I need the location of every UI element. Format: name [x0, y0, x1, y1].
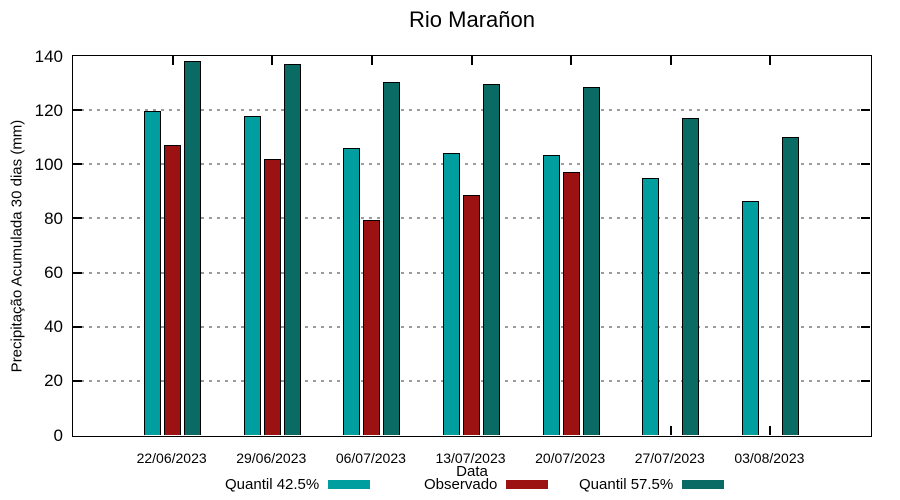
bar: [542, 154, 560, 435]
bar: [184, 61, 202, 435]
legend-label-observado: Observado: [424, 476, 498, 493]
y-tick-label: 80: [44, 208, 63, 228]
legend-swatch-quantil-42-5: [328, 480, 371, 489]
bar: [642, 177, 660, 435]
legend-item-quantil-57-5: Quantil 57.5%: [579, 476, 725, 493]
gridline: [73, 109, 871, 112]
y-tick-label: 120: [34, 100, 63, 120]
y-tick-mark-left: [73, 163, 82, 166]
legend-label-quantil-57-5: Quantil 57.5%: [579, 476, 674, 493]
bar: [562, 172, 580, 435]
gridline: [73, 163, 871, 166]
x-tick-mark-bottom: [769, 426, 772, 435]
y-tick-label: 40: [44, 317, 63, 337]
chart-title: Rio Marañon: [409, 7, 535, 32]
legend-item-quantil-42-5: Quantil 42.5%: [225, 476, 371, 493]
y-tick-mark-left: [73, 271, 82, 274]
y-tick-mark-right: [861, 217, 870, 220]
y-tick-mark-left: [73, 379, 82, 382]
bar: [383, 81, 401, 435]
x-tick-mark-top: [570, 56, 573, 65]
y-tick-mark-right: [861, 109, 870, 112]
x-tick-mark-top: [470, 56, 473, 65]
bar: [682, 118, 700, 435]
x-tick-mark-bottom: [669, 426, 672, 435]
x-tick-mark-top: [669, 56, 672, 65]
x-tick-label: 06/07/2023: [335, 450, 406, 466]
bar: [283, 64, 301, 435]
y-tick-label: 140: [34, 46, 63, 66]
x-tick-mark-top: [370, 56, 373, 65]
legend-swatch-observado: [506, 480, 549, 489]
y-tick-label: 0: [53, 425, 63, 445]
x-tick-label: 20/07/2023: [535, 450, 606, 466]
y-tick-mark-right: [861, 379, 870, 382]
legend-item-observado: Observado: [424, 476, 549, 493]
bar: [582, 87, 600, 435]
y-tick-label: 60: [44, 263, 63, 283]
y-tick-label: 20: [44, 371, 63, 391]
bar: [443, 153, 460, 435]
bar: [363, 219, 381, 435]
y-tick-mark-right: [861, 325, 870, 328]
bar: [343, 148, 361, 435]
bar: [243, 115, 261, 435]
plot-area: [72, 55, 872, 437]
x-axis-label: Data: [456, 463, 488, 480]
bar: [741, 200, 759, 435]
legend-swatch-quantil-57-5: [682, 480, 725, 489]
y-tick-mark-right: [861, 163, 870, 166]
x-tick-mark-top: [271, 56, 274, 65]
x-tick-mark-top: [171, 56, 174, 65]
bar: [144, 110, 162, 435]
bar: [781, 137, 799, 435]
y-tick-mark-left: [73, 217, 82, 220]
y-tick-mark-left: [73, 325, 82, 328]
bar: [263, 158, 281, 435]
y-tick-mark-right: [861, 271, 870, 274]
legend-label-quantil-42-5: Quantil 42.5%: [225, 476, 320, 493]
x-axis-tick-labels: 22/06/2023 29/06/2023 06/07/2023 13/07/2023…: [72, 450, 872, 468]
x-tick-label: 29/06/2023: [236, 450, 307, 466]
y-tick-mark-left: [73, 109, 82, 112]
x-tick-label: 03/08/2023: [734, 450, 805, 466]
x-tick-mark-top: [769, 56, 772, 65]
x-tick-label: 13/07/2023: [435, 450, 506, 466]
bar: [164, 145, 182, 435]
x-tick-label: 27/07/2023: [634, 450, 705, 466]
bar: [483, 84, 500, 435]
bar: [463, 195, 480, 435]
y-tick-label: 100: [34, 154, 63, 174]
x-tick-label: 22/06/2023: [136, 450, 207, 466]
